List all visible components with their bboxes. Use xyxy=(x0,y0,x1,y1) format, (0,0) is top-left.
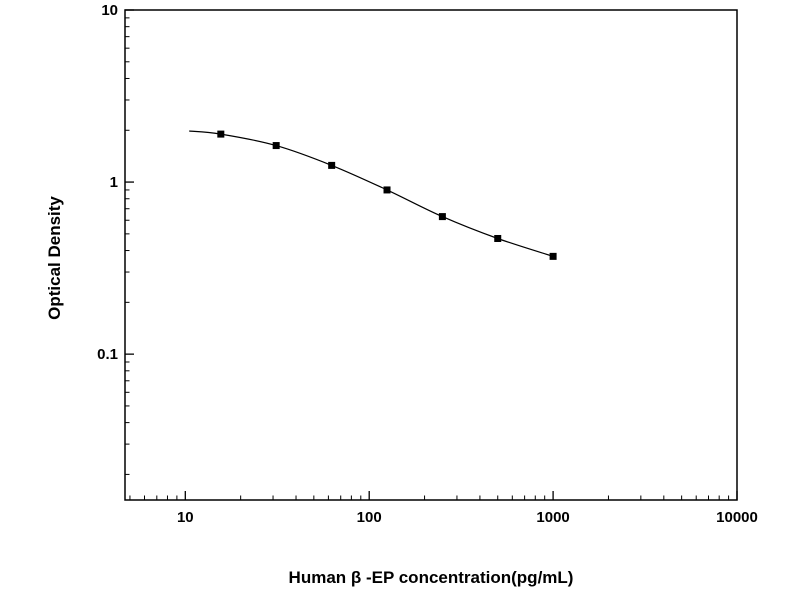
y-tick-label: 1 xyxy=(110,174,118,191)
y-tick-label: 0.1 xyxy=(97,346,118,363)
y-axis-label: Optical Density xyxy=(45,196,64,320)
x-tick-label: 100 xyxy=(357,509,382,526)
data-point-marker xyxy=(494,234,502,242)
x-tick-label: 1000 xyxy=(536,509,569,526)
x-tick-label: 10000 xyxy=(716,509,758,526)
data-point-marker xyxy=(217,130,225,138)
x-axis-label: Human β -EP concentration(pg/mL) xyxy=(288,568,574,587)
x-tick-label: 10 xyxy=(177,509,194,526)
data-point-marker xyxy=(383,186,391,194)
data-point-marker xyxy=(328,161,336,169)
data-point-marker xyxy=(438,213,446,221)
plot-frame xyxy=(124,9,738,501)
data-point-marker xyxy=(272,142,280,150)
y-tick-label: 10 xyxy=(101,2,118,19)
data-point-marker xyxy=(549,252,557,260)
curve-path xyxy=(189,130,554,257)
